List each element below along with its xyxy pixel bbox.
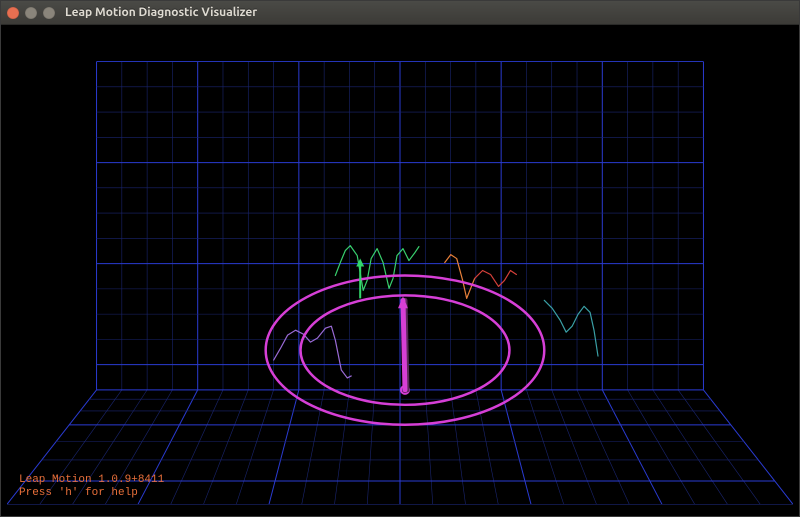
app-window: Leap Motion Diagnostic Visualizer Leap M… <box>0 0 800 517</box>
trail-purple-left <box>274 326 352 378</box>
viewport-3d[interactable]: Leap Motion 1.0.9+8411 Press 'h' for hel… <box>7 31 793 510</box>
titlebar[interactable]: Leap Motion Diagnostic Visualizer <box>1 1 799 25</box>
minimize-button[interactable] <box>25 7 37 19</box>
status-line-help: Press 'h' for help <box>19 487 138 499</box>
trail-orange <box>445 255 475 299</box>
trail-red <box>475 271 517 287</box>
trail-green <box>335 246 419 291</box>
status-overlay: Leap Motion 1.0.9+8411 Press 'h' for hel… <box>19 474 164 500</box>
status-line-version: Leap Motion 1.0.9+8411 <box>19 474 164 486</box>
maximize-button[interactable] <box>43 7 55 19</box>
grid-back-wall <box>97 62 704 390</box>
finger-trails <box>274 246 598 378</box>
window-title: Leap Motion Diagnostic Visualizer <box>65 6 257 19</box>
close-button[interactable] <box>7 7 19 19</box>
scene-svg <box>7 31 793 510</box>
trail-cyan-right <box>544 300 598 356</box>
